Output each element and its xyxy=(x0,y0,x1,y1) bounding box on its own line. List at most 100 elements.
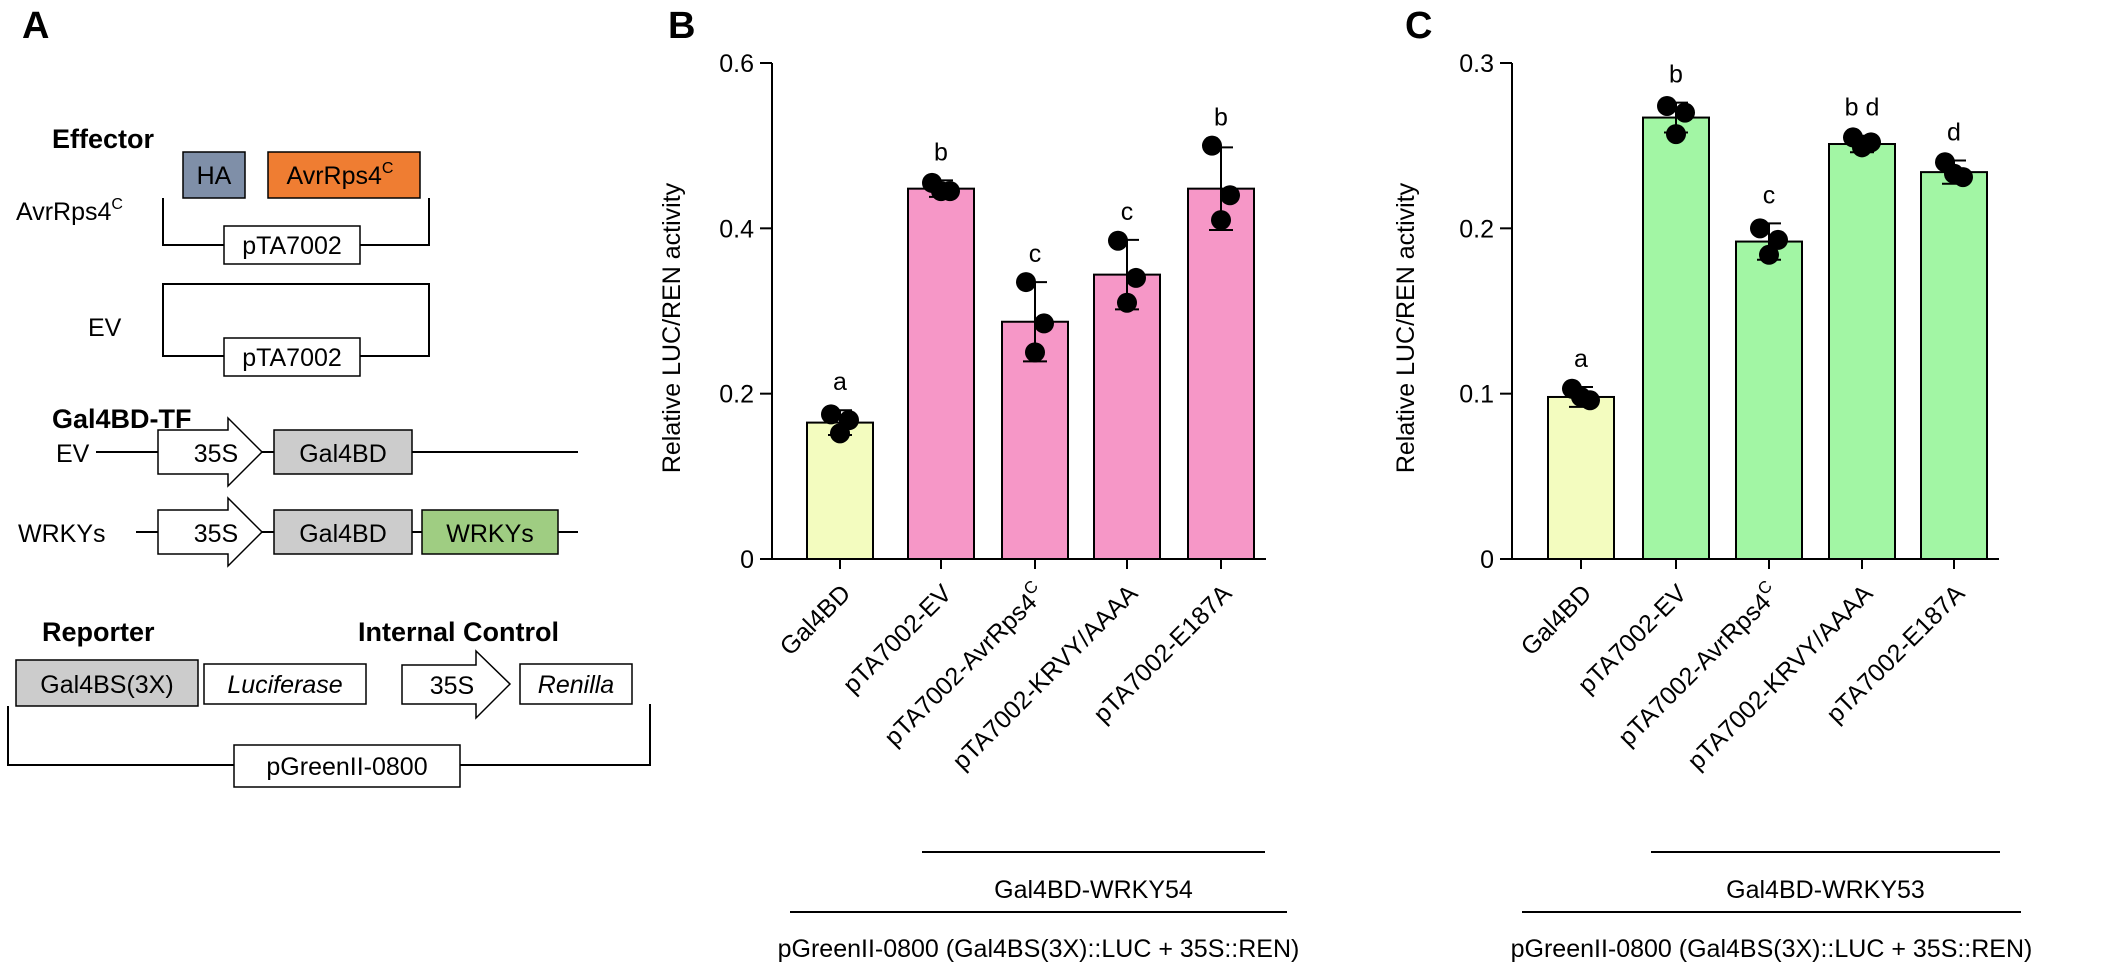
avrrps4-construct-label: AvrRps4C xyxy=(16,196,123,226)
effector-heading: Effector xyxy=(52,124,155,154)
renilla-box xyxy=(519,663,633,705)
category-label: pTA7002-KRVY/AAAA xyxy=(947,579,1143,775)
category-label: pTA7002-AvrRps4C xyxy=(1610,577,1785,752)
bar xyxy=(1735,240,1803,560)
data-point xyxy=(1034,313,1054,334)
panel-b-ylabel: Relative LUC/REN activity xyxy=(658,182,686,473)
y-tick-label: 0.2 xyxy=(719,381,754,409)
bar xyxy=(806,421,874,560)
bar xyxy=(1093,273,1161,560)
pgreenii-label: pGreenII-0800 xyxy=(266,753,427,781)
pta7002-label-1: pTA7002 xyxy=(242,232,342,260)
y-tick-label: 0.4 xyxy=(719,215,754,243)
data-point xyxy=(1750,218,1770,239)
pgreenii-box xyxy=(233,744,461,788)
data-point xyxy=(1202,135,1222,156)
significance-letter: c xyxy=(1763,181,1776,209)
panel-c: C Relative LUC/REN activity 0 0.1 0.2 0.3 a G… xyxy=(1392,5,2032,963)
data-point xyxy=(1220,185,1240,206)
significance-letter: a xyxy=(1574,345,1588,373)
y-tick-label: 0.1 xyxy=(1459,381,1494,409)
data-point xyxy=(1768,229,1788,250)
bracket-inner-label: Gal4BD-WRKY53 xyxy=(1726,876,1925,904)
bar xyxy=(1828,143,1896,560)
data-point xyxy=(1016,272,1036,293)
significance-letter: c xyxy=(1121,198,1134,226)
y-tick-label: 0 xyxy=(740,546,754,574)
pta7002-box-2 xyxy=(223,337,361,377)
significance-letter: a xyxy=(833,368,847,396)
significance-letter: d xyxy=(1947,119,1961,147)
ev-tf-label: EV xyxy=(56,440,90,468)
pta7002-box-1 xyxy=(223,225,361,265)
significance-letter: b xyxy=(934,138,948,166)
internal-control-heading: Internal Control xyxy=(358,617,559,647)
reporter-35s-label: 35S xyxy=(430,672,474,700)
renilla-label: Renilla xyxy=(538,671,615,699)
y-tick-label: 0.3 xyxy=(1459,50,1494,78)
significance-letter: b d xyxy=(1845,94,1880,122)
y-tick-label: 0.2 xyxy=(1459,215,1494,243)
y-tick-label: 0.6 xyxy=(719,50,754,78)
data-point xyxy=(1571,386,1591,407)
luciferase-label: Luciferase xyxy=(227,671,342,699)
panel-b-plot: 00.20.40.6aGal4BDbpTA7002-EVcpTA7002-Avr… xyxy=(719,50,1299,963)
bracket-outer-label: pGreenII-0800 (Gal4BS(3X)::LUC + 35S::RE… xyxy=(778,935,1300,963)
wrkys-box xyxy=(421,509,559,555)
data-point xyxy=(1852,137,1872,158)
promoter-35s-arrow-2 xyxy=(157,496,264,568)
data-point xyxy=(1211,210,1231,231)
reporter-35s-arrow xyxy=(401,649,512,720)
avrrps4-box-label: AvrRps4C xyxy=(287,160,394,190)
gal4bs-label: Gal4BS(3X) xyxy=(40,671,173,699)
bar xyxy=(1920,171,1988,560)
wrkys-tf-label: WRKYs xyxy=(18,520,106,548)
bar xyxy=(1642,116,1710,560)
bar xyxy=(1547,395,1615,560)
panel-c-ylabel: Relative LUC/REN activity xyxy=(1392,182,1420,473)
y-tick-label: 0 xyxy=(1480,546,1494,574)
category-label: pTA7002-AvrRps4C xyxy=(876,577,1051,752)
bar xyxy=(907,187,975,561)
significance-letter: c xyxy=(1029,240,1042,268)
bracket-inner-label: Gal4BD-WRKY54 xyxy=(994,876,1193,904)
category-label: Gal4BD xyxy=(775,579,857,661)
significance-letter: b xyxy=(1669,61,1683,89)
gal4bd-tf-heading: Gal4BD-TF xyxy=(52,404,192,434)
panel-a-letter: A xyxy=(22,5,49,47)
significance-letter: b xyxy=(1214,104,1228,132)
avrrps4-box xyxy=(267,151,421,199)
category-label: pTA7002-KRVY/AAAA xyxy=(1682,579,1878,775)
data-point xyxy=(1657,95,1677,116)
gal4bd-box-1 xyxy=(273,429,413,475)
data-point xyxy=(1944,163,1964,184)
data-point xyxy=(830,423,850,444)
data-point xyxy=(1025,342,1045,363)
gal4bd-box-2 xyxy=(273,509,413,555)
promoter-35s-arrow-1 xyxy=(157,416,264,488)
reporter-heading: Reporter xyxy=(42,617,155,647)
promoter-35s-label-1: 35S xyxy=(194,440,238,468)
bracket-outer-label: pGreenII-0800 (Gal4BS(3X)::LUC + 35S::RE… xyxy=(1511,935,2033,963)
data-point xyxy=(1666,124,1686,145)
panel-a: A Effector HA AvrRps4C AvrRps4C pTA7002 … xyxy=(7,5,651,788)
bar xyxy=(1187,187,1255,561)
data-point xyxy=(1759,244,1779,265)
data-point xyxy=(931,181,951,202)
promoter-35s-label-2: 35S xyxy=(194,520,238,548)
category-label: Gal4BD xyxy=(1516,579,1598,661)
data-point xyxy=(821,404,841,425)
ha-tag-box xyxy=(182,151,246,199)
panel-c-plot: 00.10.20.3aGal4BDbpTA7002-EVcpTA7002-Avr… xyxy=(1459,50,2032,963)
gal4bs-box xyxy=(15,659,199,707)
panel-c-letter: C xyxy=(1405,5,1432,47)
gal4bd-label-1: Gal4BD xyxy=(299,440,387,468)
panel-b-letter: B xyxy=(668,5,695,47)
pta7002-label-2: pTA7002 xyxy=(242,344,342,372)
wrkys-box-label: WRKYs xyxy=(446,520,534,548)
ha-tag-label: HA xyxy=(197,162,232,190)
panel-b: B Relative LUC/REN activity 0 0.2 0.4 0.6 a G… xyxy=(658,5,1299,963)
data-point xyxy=(1117,292,1137,313)
luciferase-box xyxy=(203,663,367,705)
